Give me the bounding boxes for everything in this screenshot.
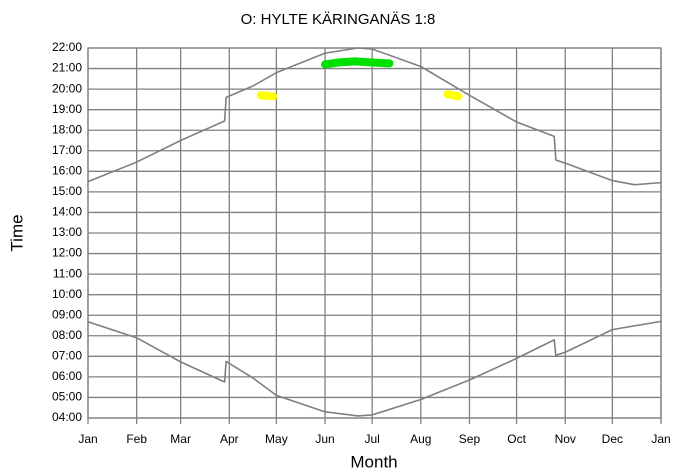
y-tick-label: 22:00	[52, 40, 82, 54]
x-axis-label: Month	[350, 452, 397, 471]
plot-frame	[87, 47, 662, 419]
y-tick-label: 05:00	[52, 390, 82, 404]
y-tick-label: 12:00	[52, 246, 82, 260]
y-tick-label: 11:00	[53, 266, 82, 280]
data-line	[321, 57, 394, 69]
y-tick-label: 21:00	[52, 61, 82, 75]
data-line	[256, 91, 278, 101]
y-tick-label: 16:00	[52, 164, 82, 178]
y-tick-label: 04:00	[52, 410, 82, 424]
y-tick-label: 06:00	[52, 369, 82, 383]
x-tick-label: Oct	[507, 432, 526, 446]
x-tick-label: Aug	[410, 432, 431, 446]
x-tick-label: May	[265, 432, 288, 446]
y-tick-label: 17:00	[52, 143, 82, 157]
y-tick-label: 07:00	[52, 349, 82, 363]
data-line	[87, 320, 662, 417]
x-tick-label: Apr	[220, 432, 239, 446]
x-tick-label: Jun	[315, 432, 334, 446]
data-line	[87, 47, 662, 186]
y-tick-label: 13:00	[52, 225, 82, 239]
x-tick-label: Sep	[459, 432, 481, 446]
x-tick-label: Mar	[170, 432, 191, 446]
x-tick-label: Dec	[602, 432, 623, 446]
data-line	[443, 90, 463, 101]
y-tick-label: 15:00	[52, 184, 82, 198]
y-tick-label: 08:00	[52, 328, 82, 342]
y-axis-label: Time	[7, 214, 26, 251]
x-tick-label: Jan	[651, 432, 670, 446]
x-tick-label: Feb	[126, 432, 147, 446]
x-tick-label: Jul	[364, 432, 379, 446]
x-tick-label: Jan	[78, 432, 97, 446]
y-tick-label: 18:00	[52, 122, 82, 136]
y-tick-label: 14:00	[52, 205, 82, 219]
x-tick-label: Nov	[555, 432, 576, 446]
y-tick-label: 20:00	[52, 81, 82, 95]
y-tick-label: 09:00	[52, 307, 82, 321]
y-tick-label: 10:00	[52, 287, 82, 301]
chart-title: O: HYLTE KÄRINGANÄS 1:8	[241, 11, 436, 28]
y-tick-label: 19:00	[52, 102, 82, 116]
